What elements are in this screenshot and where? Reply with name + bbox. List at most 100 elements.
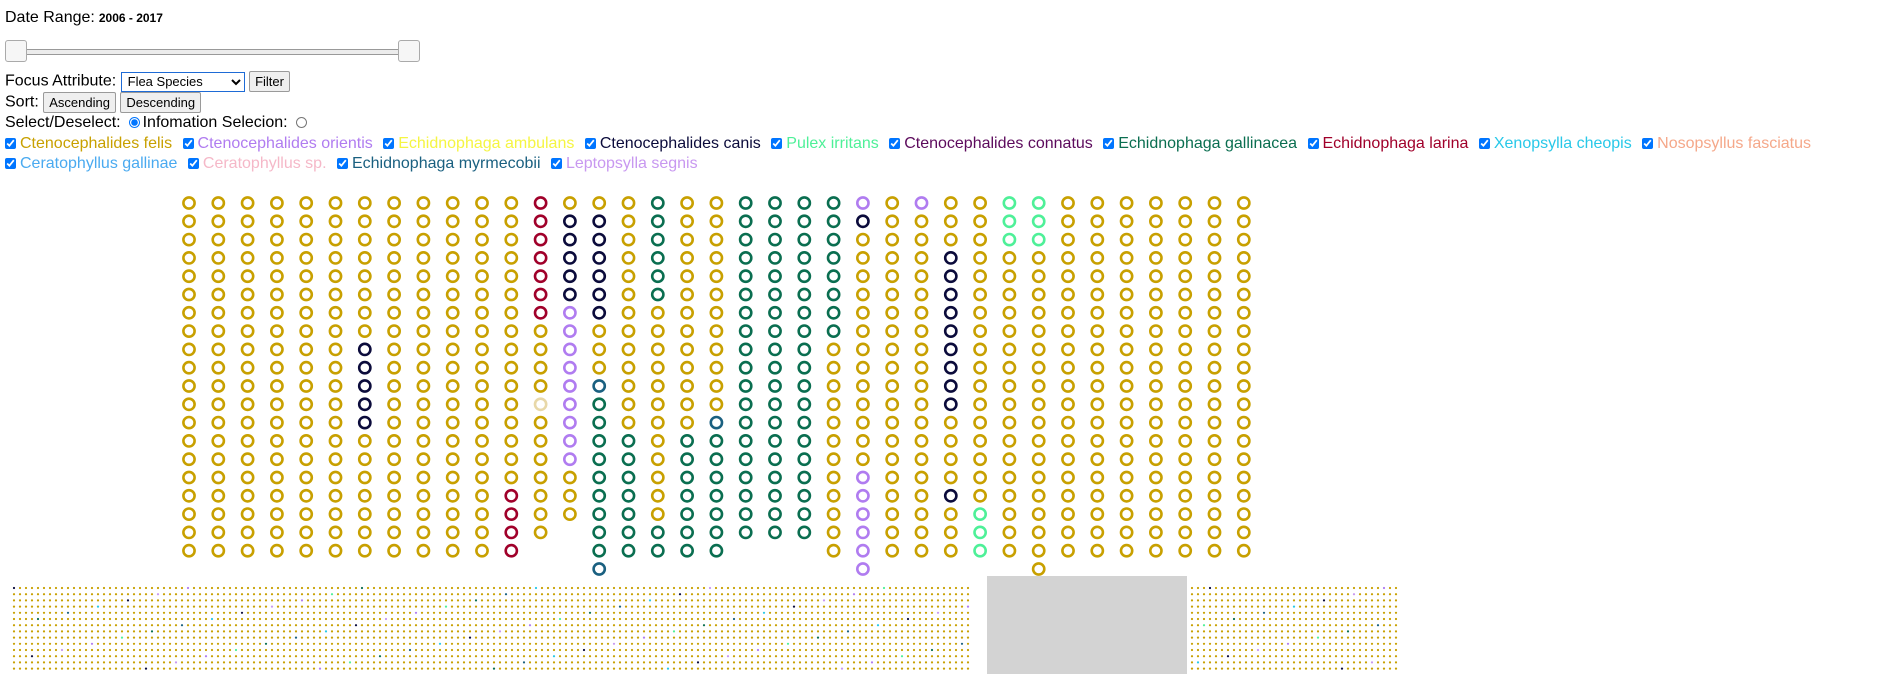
record-dot[interactable] <box>240 525 255 540</box>
record-dot[interactable] <box>885 543 900 558</box>
record-dot[interactable] <box>1002 232 1017 247</box>
record-dot[interactable] <box>1236 214 1251 229</box>
record-dot[interactable] <box>1031 196 1046 210</box>
record-dot[interactable] <box>680 269 694 284</box>
record-dot[interactable] <box>182 214 196 229</box>
record-dot[interactable] <box>1002 433 1017 448</box>
record-dot[interactable] <box>797 250 812 265</box>
record-dot[interactable] <box>1207 360 1222 375</box>
record-dot[interactable] <box>768 324 782 338</box>
record-dot[interactable] <box>1061 250 1075 265</box>
record-dot[interactable] <box>504 507 519 521</box>
record-dot[interactable] <box>269 433 284 448</box>
record-dot[interactable] <box>1061 269 1075 284</box>
record-dot[interactable] <box>973 287 987 302</box>
record-dot[interactable] <box>709 196 724 210</box>
record-dot[interactable] <box>1149 415 1163 430</box>
record-dot[interactable] <box>357 543 372 558</box>
record-dot[interactable] <box>914 342 929 357</box>
record-dot[interactable] <box>1207 342 1222 357</box>
record-dot[interactable] <box>1149 433 1163 448</box>
record-dot[interactable] <box>1178 379 1193 393</box>
record-dot[interactable] <box>563 415 577 430</box>
record-dot[interactable] <box>563 397 577 412</box>
record-dot[interactable] <box>563 360 577 375</box>
record-dot[interactable] <box>709 305 724 320</box>
species-checkbox[interactable] <box>1478 138 1490 149</box>
record-dot[interactable] <box>826 525 841 540</box>
record-dot[interactable] <box>709 250 724 265</box>
record-dot[interactable] <box>1090 488 1105 503</box>
record-dot[interactable] <box>240 305 255 320</box>
record-dot[interactable] <box>563 287 577 302</box>
record-dot[interactable] <box>357 214 372 229</box>
record-dot[interactable] <box>709 470 724 485</box>
record-dot[interactable] <box>592 287 607 302</box>
record-dot[interactable] <box>387 470 401 485</box>
record-dot[interactable] <box>709 525 724 540</box>
record-dot[interactable] <box>504 196 519 210</box>
record-dot[interactable] <box>826 269 841 284</box>
record-dot[interactable] <box>504 415 519 430</box>
record-dot[interactable] <box>328 305 343 320</box>
record-dot[interactable] <box>914 415 929 430</box>
record-dot[interactable] <box>475 470 489 485</box>
record-dot[interactable] <box>504 379 519 393</box>
record-dot[interactable] <box>475 507 489 521</box>
record-dot[interactable] <box>445 287 460 302</box>
record-dot[interactable] <box>943 415 958 430</box>
record-dot[interactable] <box>475 415 489 430</box>
record-dot[interactable] <box>240 415 255 430</box>
record-dot[interactable] <box>592 543 607 558</box>
record-dot[interactable] <box>1119 360 1134 375</box>
record-dot[interactable] <box>416 269 431 284</box>
record-dot[interactable] <box>1002 196 1017 210</box>
record-dot[interactable] <box>1236 507 1251 521</box>
record-dot[interactable] <box>621 196 636 210</box>
record-dot[interactable] <box>387 433 401 448</box>
record-dot[interactable] <box>299 305 314 320</box>
descending-button[interactable]: Descending <box>120 92 202 113</box>
record-dot[interactable] <box>328 196 343 210</box>
record-dot[interactable] <box>269 360 284 375</box>
record-dot[interactable] <box>504 397 519 412</box>
record-dot[interactable] <box>1002 324 1017 338</box>
record-dot[interactable] <box>357 342 372 357</box>
record-dot[interactable] <box>504 360 519 375</box>
record-dot[interactable] <box>826 342 841 357</box>
record-dot[interactable] <box>1119 342 1134 357</box>
record-dot[interactable] <box>416 214 431 229</box>
record-dot[interactable] <box>504 470 519 485</box>
record-dot[interactable] <box>1149 250 1163 265</box>
record-dot[interactable] <box>914 360 929 375</box>
record-dot[interactable] <box>1178 232 1193 247</box>
record-dot[interactable] <box>943 543 958 558</box>
record-dot[interactable] <box>328 507 343 521</box>
record-dot[interactable] <box>885 525 900 540</box>
record-dot[interactable] <box>533 525 548 540</box>
record-dot[interactable] <box>943 507 958 521</box>
record-dot[interactable] <box>1090 324 1105 338</box>
record-dot[interactable] <box>856 250 870 265</box>
record-dot[interactable] <box>357 232 372 247</box>
record-dot[interactable] <box>1090 470 1105 485</box>
record-dot[interactable] <box>475 397 489 412</box>
record-dot[interactable] <box>885 470 900 485</box>
record-dot[interactable] <box>592 470 607 485</box>
record-dot[interactable] <box>182 433 196 448</box>
record-dot[interactable] <box>1002 342 1017 357</box>
record-dot[interactable] <box>592 214 607 229</box>
record-dot[interactable] <box>1031 488 1046 503</box>
record-dot[interactable] <box>475 269 489 284</box>
record-dot[interactable] <box>1236 488 1251 503</box>
record-dot[interactable] <box>533 470 548 485</box>
species-checkbox[interactable] <box>187 158 199 169</box>
record-dot[interactable] <box>1090 196 1105 210</box>
record-dot[interactable] <box>973 324 987 338</box>
record-dot[interactable] <box>1149 543 1163 558</box>
record-dot[interactable] <box>387 525 401 540</box>
record-dot[interactable] <box>826 287 841 302</box>
record-dot[interactable] <box>768 507 782 521</box>
record-dot[interactable] <box>1119 488 1134 503</box>
record-dot[interactable] <box>768 196 782 210</box>
